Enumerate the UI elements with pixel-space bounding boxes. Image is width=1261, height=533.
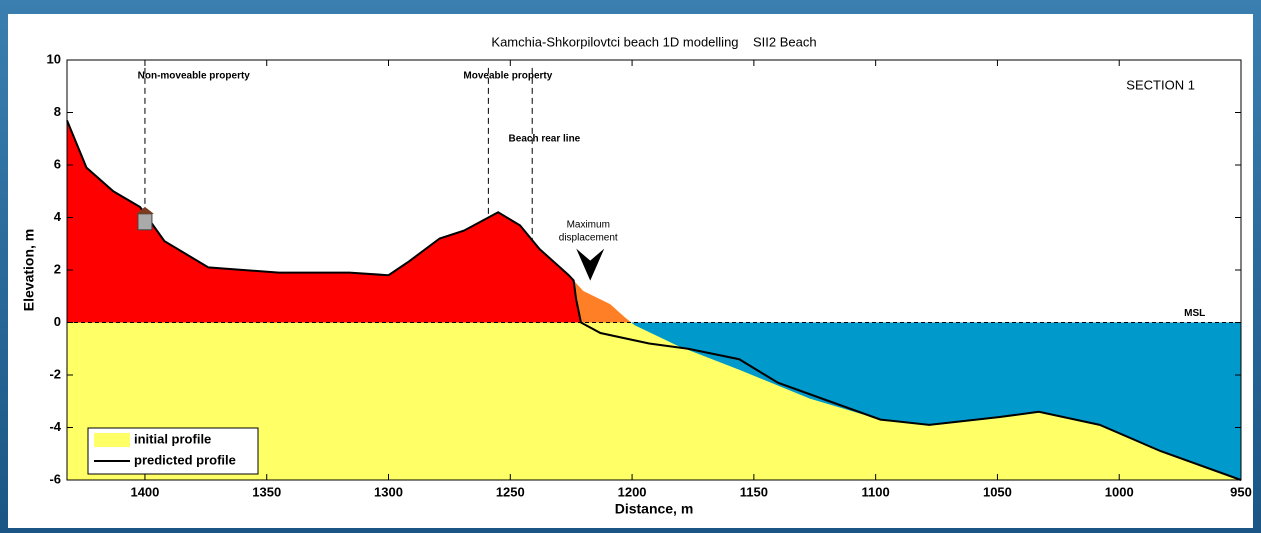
y-tick-label: 4 <box>54 209 62 224</box>
annotation: SECTION 1 <box>1126 78 1195 93</box>
annotation: MSL <box>1184 308 1205 319</box>
x-tick-label: 1400 <box>130 484 159 499</box>
y-tick-label: 0 <box>54 314 61 329</box>
x-tick-label: 1300 <box>374 484 403 499</box>
annotation: Non-moveable property <box>138 70 251 81</box>
y-tick-label: -2 <box>49 366 61 381</box>
annotation: Moveable property <box>463 70 552 81</box>
y-tick-label: 10 <box>47 51 61 66</box>
chart-title: Kamchia-Shkorpilovtci beach 1D modelling… <box>491 34 816 49</box>
y-tick-label: -4 <box>49 419 61 434</box>
x-tick-label: 1100 <box>862 484 890 499</box>
x-tick-label: 1150 <box>740 484 768 499</box>
x-tick-label: 1250 <box>496 484 525 499</box>
legend-label: initial profile <box>134 431 211 446</box>
annotation: Beach rear line <box>509 133 581 144</box>
x-tick-label: 1200 <box>618 484 647 499</box>
y-tick-label: 2 <box>54 261 61 276</box>
x-axis-label: Distance, m <box>615 501 694 517</box>
legend-swatch <box>94 433 130 447</box>
page: Kamchia-Shkorpilovtci beach 1D modelling… <box>0 0 1261 533</box>
x-tick-label: 1000 <box>1105 484 1134 499</box>
y-axis-label: Elevation, m <box>21 229 37 311</box>
y-tick-label: 6 <box>54 156 61 171</box>
legend-label: predicted profile <box>134 452 236 467</box>
chart: Kamchia-Shkorpilovtci beach 1D modelling… <box>0 0 1261 533</box>
house-icon <box>138 214 152 230</box>
x-tick-label: 1050 <box>983 484 1012 499</box>
x-tick-label: 1350 <box>252 484 281 499</box>
x-tick-label: 950 <box>1230 484 1252 499</box>
y-tick-label: -6 <box>49 471 61 486</box>
y-tick-label: 8 <box>54 104 61 119</box>
